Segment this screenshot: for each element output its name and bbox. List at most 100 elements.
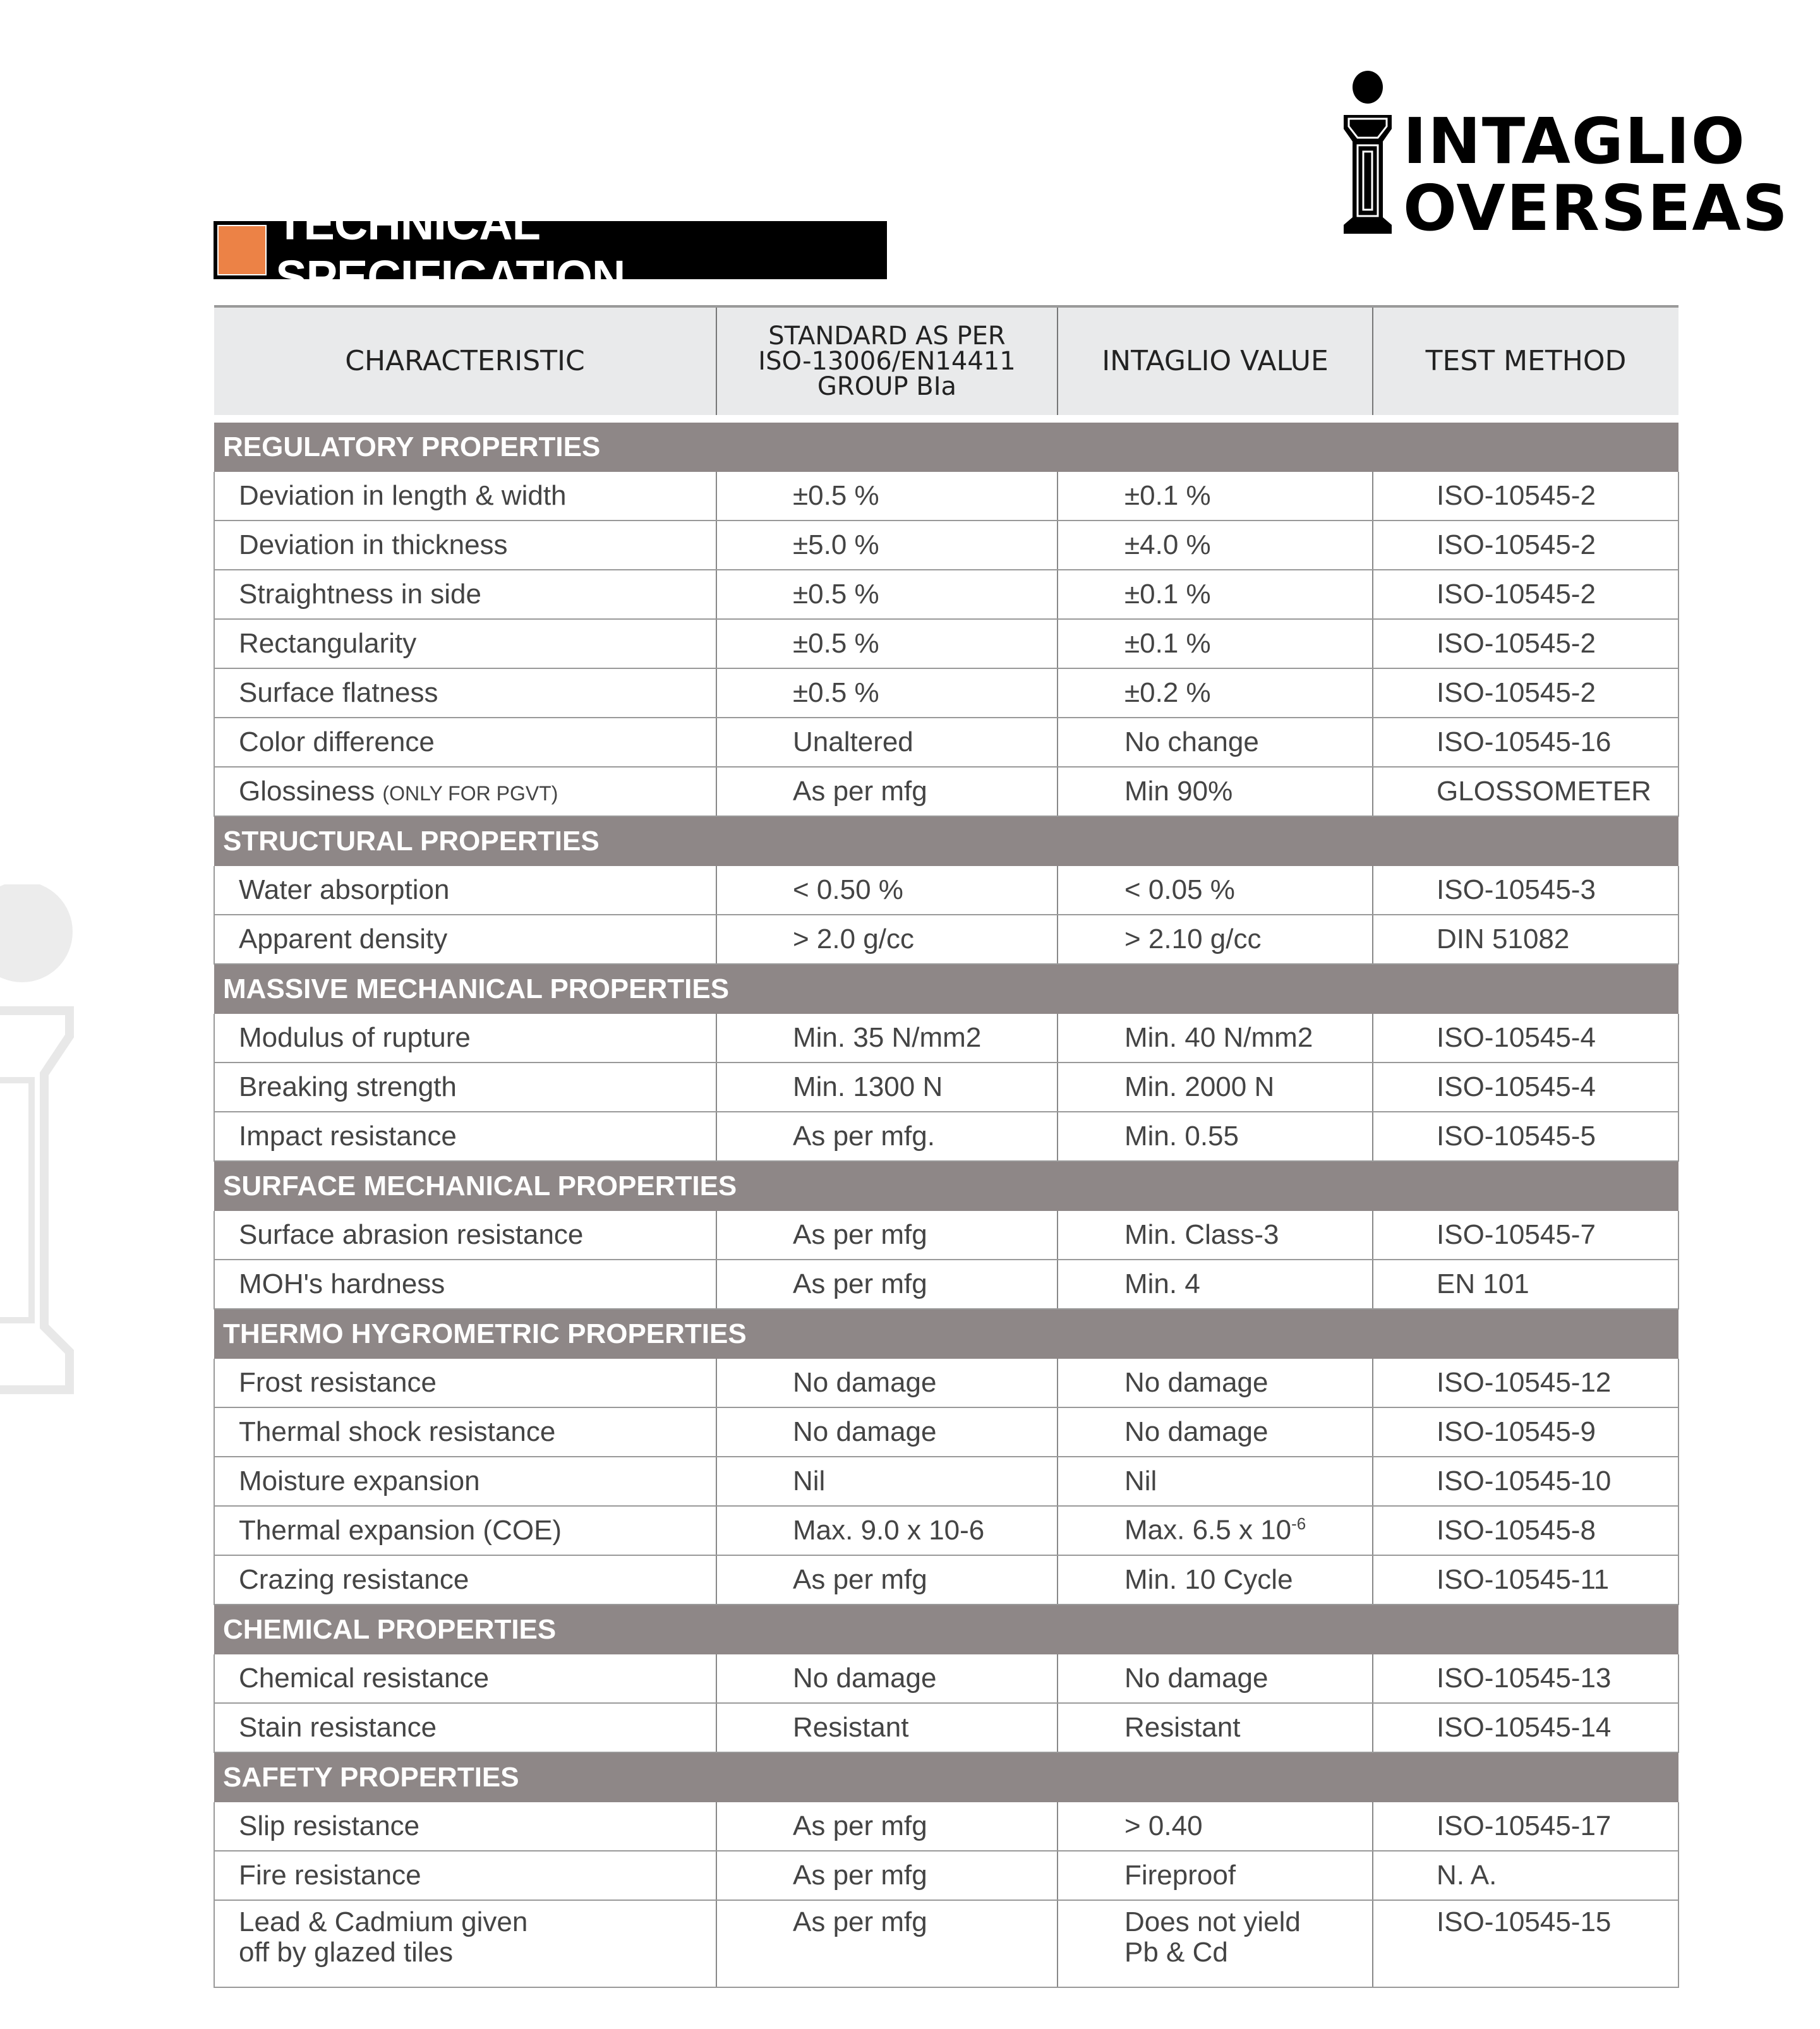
cell-text: ISO-10545-14 (1437, 1711, 1612, 1743)
cell-text: ±0.5 % (793, 627, 879, 659)
characteristic-cell: Crazing resistance (214, 1555, 717, 1605)
cell-text: Moisture expansion (239, 1465, 480, 1496)
characteristic-cell: Slip resistance (214, 1802, 717, 1851)
cell-text: < 0.50 % (793, 874, 903, 905)
cell-text: Nil (793, 1465, 826, 1496)
intaglio-value-cell: No damage (1058, 1359, 1373, 1408)
logo-line2: OVERSEAS (1403, 171, 1789, 245)
table-row: Straightness in side ±0.5 % ±0.1 % ISO-1054… (214, 570, 1679, 620)
cell-text: ±0.5 % (793, 677, 879, 708)
standard-cell: As per mfg (716, 1851, 1058, 1901)
cell-text: Glossiness (239, 775, 375, 807)
logo-line1: INTAGLIO (1403, 104, 1746, 178)
title-text: TECHNICAL SPECIFICATION (275, 197, 625, 303)
test-method-cell: ISO-10545-8 (1373, 1506, 1679, 1556)
column-i-icon (1344, 71, 1392, 234)
characteristic-cell: Glossiness (ONLY FOR PGVT) (214, 767, 717, 817)
cell-text: Breaking strength (239, 1071, 457, 1102)
table-row: Breaking strength Min. 1300 N Min. 2000 N I… (214, 1063, 1679, 1112)
cell-text: ISO-10545-2 (1437, 529, 1596, 560)
cell-text: ±4.0 % (1124, 529, 1211, 560)
cell-text: ISO-10545-7 (1437, 1219, 1596, 1250)
test-method-cell: ISO-10545-13 (1373, 1654, 1679, 1704)
standard-cell: Unaltered (716, 718, 1058, 768)
table-row: Deviation in thickness ±5.0 % ±4.0 % ISO-10… (214, 521, 1679, 570)
test-method-cell: EN 101 (1373, 1260, 1679, 1310)
cell-text: As per mfg (793, 1810, 927, 1841)
table-row: Surface abrasion resistance As per mfg Min… (214, 1211, 1679, 1260)
company-logo: INTAGLIO OVERSEAS (1342, 71, 1788, 240)
cell-text: ±5.0 % (793, 529, 879, 560)
cell-text: Lead & Cadmium given off by glazed tiles (239, 1906, 528, 1968)
intaglio-value-cell: Resistant (1058, 1703, 1373, 1753)
cell-text: Impact resistance (239, 1120, 457, 1152)
cell-text: As per mfg (793, 1219, 927, 1250)
section-title: STRUCTURAL PROPERTIES (214, 816, 1678, 866)
table-row: Impact resistance As per mfg. Min. 0.55 ISO… (214, 1112, 1679, 1162)
standard-cell: As per mfg (716, 1260, 1058, 1310)
table-row: Slip resistance As per mfg > 0.40 ISO-10545… (214, 1802, 1679, 1851)
intaglio-value-cell: < 0.05 % (1058, 866, 1373, 915)
cell-text: N. A. (1437, 1859, 1497, 1891)
test-method-cell: ISO-10545-12 (1373, 1359, 1679, 1408)
glossiness-note: (ONLY FOR PGVT) (382, 781, 558, 805)
characteristic-cell: Moisture expansion (214, 1457, 717, 1507)
cell-text: Deviation in length & width (239, 479, 567, 511)
cell-text: Thermal shock resistance (239, 1416, 556, 1447)
characteristic-cell: Water absorption (214, 866, 717, 915)
standard-cell: ±0.5 % (716, 619, 1058, 669)
section-title: CHEMICAL PROPERTIES (214, 1605, 1678, 1654)
header-standard: STANDARD AS PER ISO-13006/EN14411 GROUP … (716, 305, 1058, 415)
characteristic-cell: Frost resistance (214, 1359, 717, 1408)
cell-text: ISO-10545-11 (1437, 1563, 1610, 1595)
section-header: SAFETY PROPERTIES (214, 1752, 1678, 1802)
intaglio-value-cell: ±4.0 % (1058, 521, 1373, 570)
cell-text: Min. Class-3 (1124, 1219, 1279, 1250)
test-method-cell: ISO-10545-2 (1373, 619, 1679, 669)
cell-text: As per mfg (793, 775, 927, 807)
intaglio-value-cell: Min. 40 N/mm2 (1058, 1014, 1373, 1063)
characteristic-cell: Apparent density (214, 915, 717, 965)
characteristic-cell: Modulus of rupture (214, 1014, 717, 1063)
cell-text: Frost resistance (239, 1366, 437, 1398)
cell-text: Min. 1300 N (793, 1071, 943, 1102)
cell-text: Does not yield Pb & Cd (1124, 1906, 1301, 1968)
test-method-cell: ISO-10545-2 (1373, 570, 1679, 620)
table-row: MOH's hardness As per mfg Min. 4 EN 101 (214, 1260, 1679, 1310)
standard-cell: Min. 1300 N (716, 1063, 1058, 1112)
table-row: Frost resistance No damage No damage ISO-10… (214, 1359, 1679, 1408)
cell-text: Resistant (793, 1711, 909, 1743)
cell-text: Thermal expansion (COE) (239, 1514, 562, 1546)
cell-text: Max. 6.5 x 10 (1124, 1515, 1292, 1546)
intaglio-value-cell: Does not yield Pb & Cd (1058, 1900, 1373, 1988)
table-row: Fire resistance As per mfg Fireproof N. A. (214, 1851, 1679, 1901)
cell-text: Surface flatness (239, 677, 438, 708)
table-row: Modulus of rupture Min. 35 N/mm2 Min. 40 N… (214, 1014, 1679, 1063)
cell-text: ISO-10545-2 (1437, 578, 1596, 610)
cell-text: Modulus of rupture (239, 1021, 471, 1053)
title-accent-square (217, 225, 267, 275)
table-row: Thermal expansion (COE) Max. 9.0 x 10-6 Ma… (214, 1506, 1679, 1556)
cell-text: Resistant (1124, 1711, 1241, 1743)
intaglio-value-cell: ±0.1 % (1058, 472, 1373, 521)
cell-text: Max. 9.0 x 10-6 (793, 1514, 985, 1546)
table-row: Stain resistance Resistant Resistant ISO-10… (214, 1703, 1679, 1753)
intaglio-value-cell: No damage (1058, 1654, 1373, 1704)
standard-cell: < 0.50 % (716, 866, 1058, 915)
cell-text: No damage (793, 1416, 937, 1447)
cell-text: Fire resistance (239, 1859, 421, 1891)
cell-text: ISO-10545-9 (1437, 1416, 1596, 1447)
test-method-cell: GLOSSOMETER (1373, 767, 1679, 817)
characteristic-cell: Straightness in side (214, 570, 717, 620)
characteristic-cell: Fire resistance (214, 1851, 717, 1901)
cell-text: GLOSSOMETER (1437, 775, 1651, 807)
intaglio-value-cell: Max. 6.5 x 10-6 (1058, 1506, 1373, 1556)
characteristic-cell: MOH's hardness (214, 1260, 717, 1310)
spacer (214, 415, 1678, 423)
characteristic-cell: Impact resistance (214, 1112, 717, 1162)
cell-text: ±0.1 % (1124, 479, 1211, 511)
intaglio-value-cell: No change (1058, 718, 1373, 768)
test-method-cell: N. A. (1373, 1851, 1679, 1901)
characteristic-cell: Rectangularity (214, 619, 717, 669)
cell-text: Min. 2000 N (1124, 1071, 1275, 1102)
